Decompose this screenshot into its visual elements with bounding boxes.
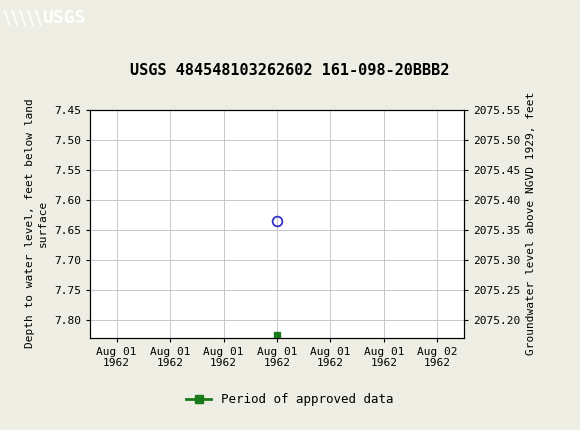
Legend: Period of approved data: Period of approved data: [181, 388, 399, 412]
Y-axis label: Depth to water level, feet below land
surface: Depth to water level, feet below land su…: [25, 99, 48, 348]
Y-axis label: Groundwater level above NGVD 1929, feet: Groundwater level above NGVD 1929, feet: [526, 92, 536, 355]
Text: USGS: USGS: [42, 9, 85, 27]
Text: USGS 484548103262602 161-098-20BBB2: USGS 484548103262602 161-098-20BBB2: [130, 64, 450, 78]
